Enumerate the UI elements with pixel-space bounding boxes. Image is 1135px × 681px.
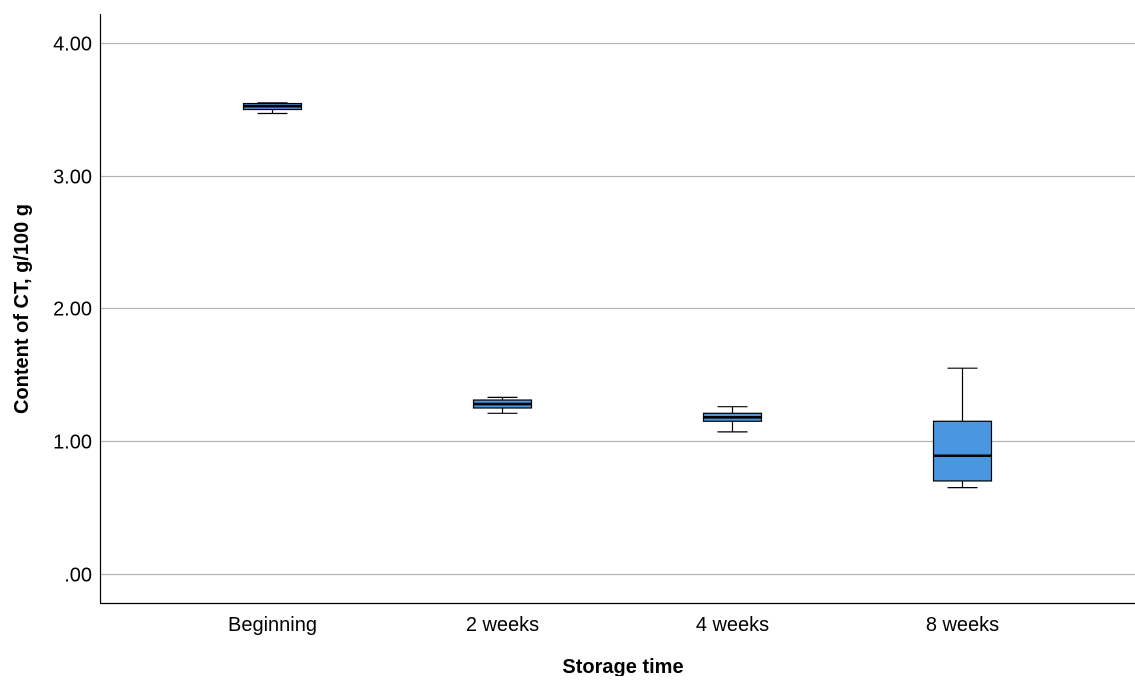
y-tick-label-3: 3.00: [53, 167, 92, 189]
box-2: [702, 406, 763, 433]
y-tick-label-4: 4.00: [53, 34, 92, 56]
box-1: [472, 396, 533, 414]
y-tick-labels: .00 1.00 2.00 3.00 4.00: [53, 34, 92, 587]
y-axis-title: Content of CT, g/100 g: [11, 204, 33, 414]
axes: [99, 14, 1135, 605]
y-tick-label-0: .00: [64, 565, 92, 587]
x-axis-title: Storage time: [562, 656, 683, 676]
box-series: [242, 102, 993, 489]
box-3: [932, 367, 993, 489]
x-tick-labels: Beginning 2 weeks 4 weeks 8 weeks: [228, 614, 999, 636]
y-tick-label-1: 1.00: [53, 432, 92, 454]
y-tick-label-2: 2.00: [53, 299, 92, 321]
box-body-3: [932, 420, 993, 482]
x-tick-label-3: 8 weeks: [926, 614, 999, 636]
x-tick-label-1: 2 weeks: [466, 614, 539, 636]
grid-lines: [100, 42, 1135, 576]
x-tick-label-2: 4 weeks: [696, 614, 769, 636]
x-tick-label-0: Beginning: [228, 614, 317, 636]
box-0: [242, 102, 303, 115]
